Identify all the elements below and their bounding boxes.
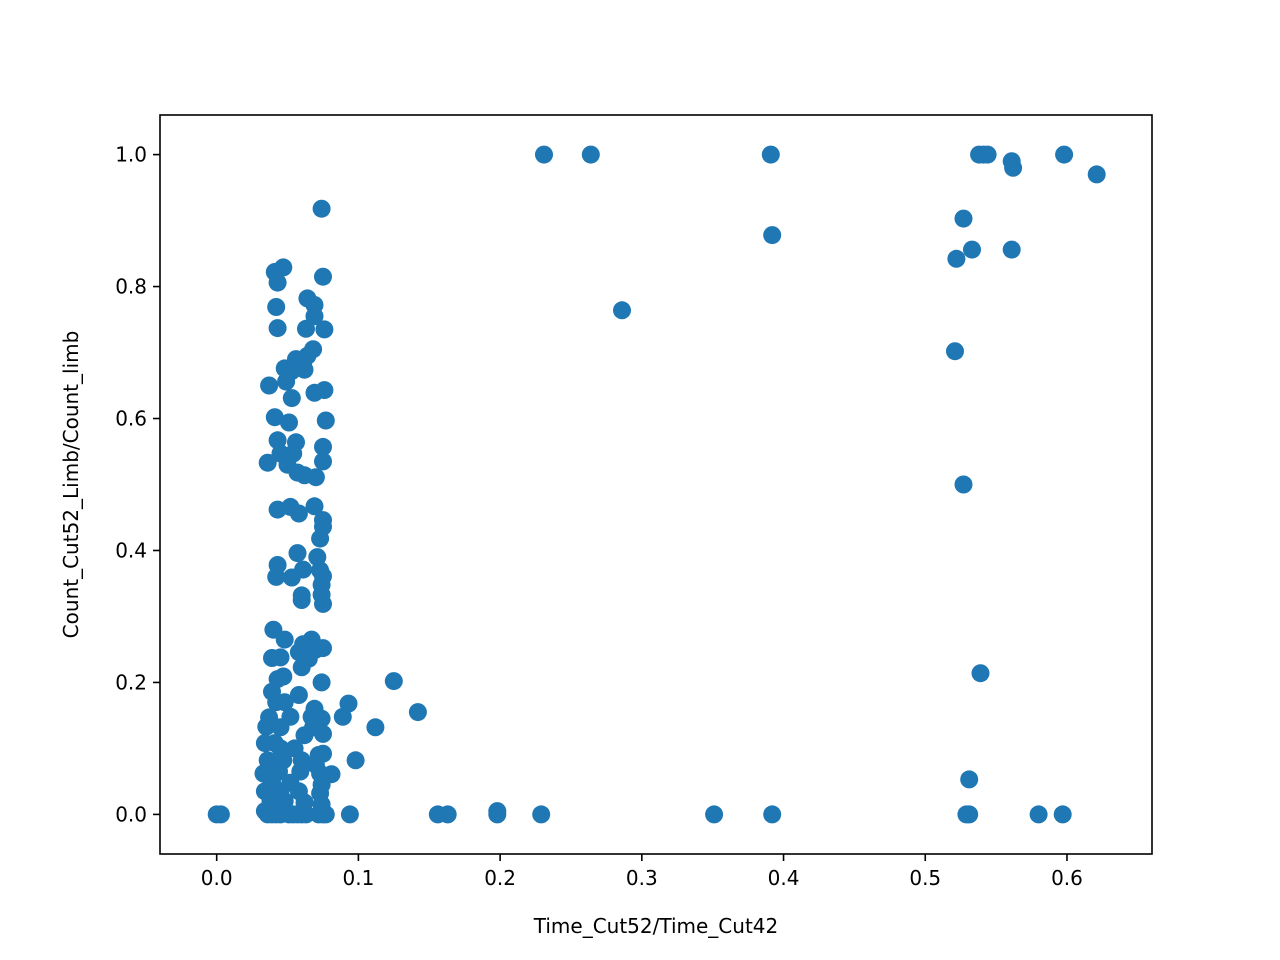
scatter-point (267, 567, 286, 586)
y-tick-label: 0.0 (115, 802, 147, 826)
scatter-point (314, 639, 332, 658)
x-tick-label: 0.5 (909, 866, 941, 890)
scatter-point (316, 411, 335, 430)
x-axis-label: Time_Cut52/Time_Cut42 (533, 914, 779, 938)
x-tick-label: 0.2 (484, 866, 516, 890)
y-tick-label: 0.6 (115, 407, 147, 431)
scatter-point (289, 504, 308, 523)
scatter-point (311, 529, 330, 548)
x-axis: 0.0 0.1 0.2 0.3 0.4 0.5 0.6 (201, 854, 1083, 890)
scatter-point (978, 145, 997, 164)
scatter-point (282, 568, 301, 587)
scatter-point (438, 805, 457, 824)
scatter-point (271, 718, 290, 737)
scatter-point (316, 805, 335, 824)
scatter-point (211, 805, 230, 824)
scatter-point (763, 226, 782, 245)
scatter-point (289, 686, 308, 704)
scatter-point (267, 298, 286, 316)
scatter-point (312, 673, 331, 692)
y-tick-label: 0.8 (115, 275, 147, 299)
x-tick-label: 0.6 (1051, 866, 1083, 890)
scatter-point (1002, 240, 1021, 259)
scatter-point (306, 468, 325, 487)
scatter-point (292, 591, 311, 609)
scatter-point (258, 453, 277, 472)
scatter-point (346, 751, 365, 770)
scatter-point (271, 648, 290, 667)
scatter-point (275, 693, 294, 712)
scatter-point (292, 658, 311, 677)
scatter-point (295, 360, 314, 379)
y-axis: 0.0 0.2 0.4 0.6 0.8 1.0 (115, 143, 160, 826)
scatter-point (1053, 805, 1072, 824)
scatter-point (333, 707, 352, 726)
scatter-point (314, 452, 332, 471)
scatter-point (954, 209, 973, 228)
y-axis-label: Count_Cut52_Limb/Count_limb (59, 331, 83, 639)
scatter-point (260, 376, 279, 395)
scatter-point (315, 381, 334, 400)
scatter-point (312, 199, 331, 218)
scatter-point (532, 805, 551, 824)
y-tick-label: 1.0 (115, 143, 147, 167)
scatter-point (340, 805, 359, 824)
x-tick-label: 0.3 (626, 866, 658, 890)
points-layer (207, 145, 1106, 824)
y-tick-label: 0.2 (115, 670, 147, 694)
scatter-point (268, 319, 287, 338)
scatter-point (297, 805, 315, 824)
scatter-point (277, 372, 296, 391)
scatter-point (257, 717, 276, 736)
scatter-point (268, 273, 287, 292)
scatter-point (1004, 158, 1023, 177)
scatter-point (314, 267, 332, 286)
plot-frame (159, 114, 1153, 855)
scatter-point (265, 408, 284, 427)
scatter-point (581, 145, 600, 164)
scatter-point (1055, 145, 1074, 164)
scatter-point (408, 703, 427, 722)
scatter-point (761, 145, 780, 164)
scatter-point (315, 320, 334, 339)
scatter-point (314, 724, 332, 743)
scatter-point (282, 389, 301, 408)
scatter-point (1029, 805, 1048, 824)
scatter-point (295, 726, 314, 745)
x-tick-label: 0.1 (342, 866, 374, 890)
scatter-point (280, 413, 298, 432)
scatter-point (488, 802, 507, 821)
scatter-point (946, 342, 964, 361)
scatter-point (613, 301, 631, 320)
scatter-point (305, 307, 324, 326)
scatter-point (971, 664, 990, 683)
scatter-point (947, 249, 966, 268)
scatter-point (1087, 165, 1106, 184)
scatter-point (957, 805, 976, 824)
scatter-point (275, 630, 294, 649)
scatter-point (963, 240, 981, 259)
x-tick-label: 0.4 (768, 866, 800, 890)
scatter-point (705, 805, 724, 824)
scatter-point (366, 718, 385, 737)
scatter-point (288, 544, 307, 563)
scatter-point (297, 319, 315, 338)
scatter-point (763, 805, 782, 824)
scatter-point (384, 672, 403, 691)
scatter-point (535, 145, 553, 164)
scatter-point (954, 475, 973, 494)
scatter-point (305, 497, 324, 516)
scatter-point (960, 770, 979, 789)
x-tick-label: 0.0 (201, 866, 233, 890)
scatter-point (314, 437, 332, 456)
scatter-point (314, 594, 332, 613)
y-tick-label: 0.4 (115, 538, 147, 562)
scatter-point (274, 258, 293, 277)
